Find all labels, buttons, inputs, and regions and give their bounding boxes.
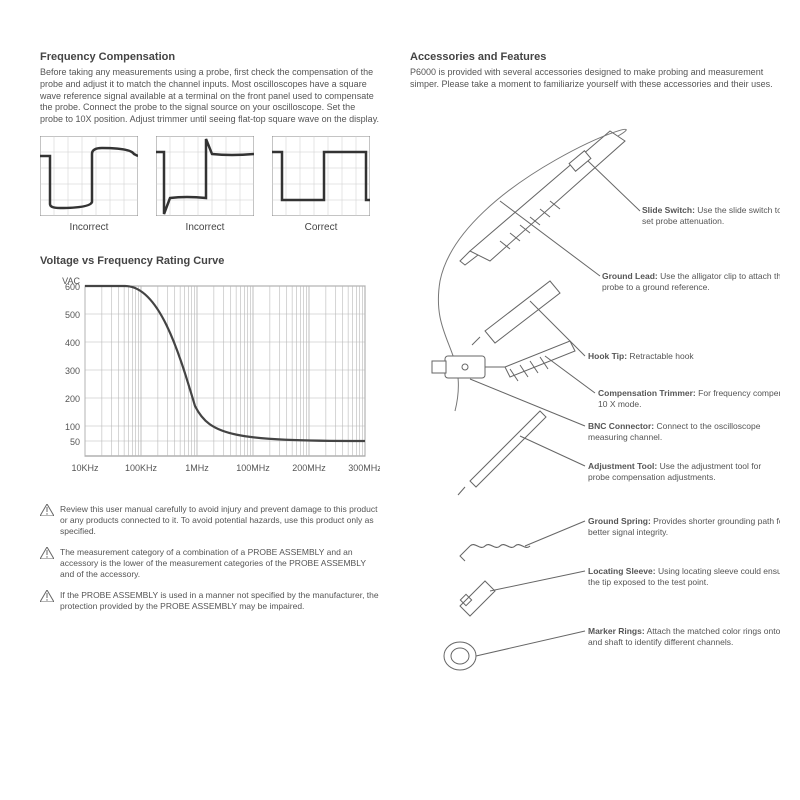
wave-label-2: Incorrect (156, 221, 254, 234)
svg-text:Compensation Trimmer: For freq: Compensation Trimmer: For frequency comp… (598, 388, 780, 398)
svg-text:600: 600 (65, 282, 80, 292)
wave-box-1: Incorrect (40, 136, 138, 234)
warnings-section: Review this user manual carefully to avo… (40, 504, 380, 612)
wave-box-3: Correct (272, 136, 370, 234)
freq-comp-title: Frequency Compensation (40, 50, 380, 64)
svg-text:300MHz: 300MHz (348, 463, 380, 473)
svg-text:probe compensation adjustments: probe compensation adjustments. (588, 472, 716, 482)
curve-chart: VAC 600 500 400 300 200 100 50 10KHz 100… (40, 276, 380, 486)
svg-text:better signal integrity.: better signal integrity. (588, 527, 668, 537)
svg-text:200: 200 (65, 394, 80, 404)
marker-rings-icon (444, 631, 585, 670)
svg-text:probe to a ground reference.: probe to a ground reference. (602, 282, 710, 292)
waveform-row: Incorrect Incorrect (40, 136, 380, 234)
right-column: Accessories and Features P6000 is provid… (400, 50, 780, 770)
svg-text:Locating Sleeve: Using locatin: Locating Sleeve: Using locating sleeve c… (588, 566, 780, 576)
svg-text:Ground Spring: Provides shorte: Ground Spring: Provides shorter groundin… (588, 516, 780, 526)
freq-comp-body: Before taking any measurements using a p… (40, 67, 380, 125)
svg-text:set probe attenuation.: set probe attenuation. (642, 216, 724, 226)
svg-text:100KHz: 100KHz (125, 463, 158, 473)
svg-text:and shaft to identify differen: and shaft to identify different channels… (588, 637, 733, 647)
warning-icon (40, 590, 56, 612)
svg-text:Adjustment Tool: Use the adjus: Adjustment Tool: Use the adjustment tool… (588, 461, 761, 471)
svg-text:Hook Tip: Retractable hook: Hook Tip: Retractable hook (588, 351, 694, 361)
svg-text:Ground Lead: Use the alligator: Ground Lead: Use the alligator clip to a… (602, 271, 780, 281)
svg-text:the tip exposed to the test po: the tip exposed to the test point. (588, 577, 709, 587)
comp-trimmer-icon (505, 341, 595, 393)
wave-label-3: Correct (272, 221, 370, 234)
svg-text:measuring channel.: measuring channel. (588, 432, 662, 442)
svg-text:50: 50 (70, 437, 80, 447)
warning-icon (40, 547, 56, 580)
warning-3: If the PROBE ASSEMBLY is used in a manne… (40, 590, 380, 612)
svg-text:200MHz: 200MHz (292, 463, 326, 473)
accessories-intro: P6000 is provided with several accessori… (410, 67, 780, 90)
locating-sleeve-icon (460, 571, 585, 616)
left-column: Frequency Compensation Before taking any… (40, 50, 400, 770)
svg-text:100: 100 (65, 422, 80, 432)
svg-text:10KHz: 10KHz (71, 463, 99, 473)
warning-icon (40, 504, 56, 537)
warning-1: Review this user manual carefully to avo… (40, 504, 380, 537)
ground-spring-icon (460, 521, 585, 561)
svg-text:10 X mode.: 10 X mode. (598, 399, 641, 409)
svg-text:BNC Connector: Connect to the: BNC Connector: Connect to the oscillosco… (588, 421, 761, 431)
svg-text:500: 500 (65, 310, 80, 320)
curve-title: Voltage vs Frequency Rating Curve (40, 254, 380, 268)
wave-label-1: Incorrect (40, 221, 138, 234)
adjustment-tool-icon (458, 411, 585, 495)
warning-2: The measurement category of a combinatio… (40, 547, 380, 580)
accessories-diagram: Slide Switch: Use the slide switch to se… (410, 101, 780, 701)
svg-text:100MHz: 100MHz (236, 463, 270, 473)
accessories-title: Accessories and Features (410, 50, 780, 64)
svg-text:400: 400 (65, 338, 80, 348)
wave-box-2: Incorrect (156, 136, 254, 234)
probe-body-icon (460, 131, 640, 265)
svg-text:Marker Rings: Attach the match: Marker Rings: Attach the matched color r… (588, 626, 780, 636)
svg-text:Slide Switch: Use the slide sw: Slide Switch: Use the slide switch to (642, 205, 780, 215)
svg-text:1MHz: 1MHz (185, 463, 209, 473)
freq-comp-section: Frequency Compensation Before taking any… (40, 50, 380, 126)
svg-text:300: 300 (65, 366, 80, 376)
